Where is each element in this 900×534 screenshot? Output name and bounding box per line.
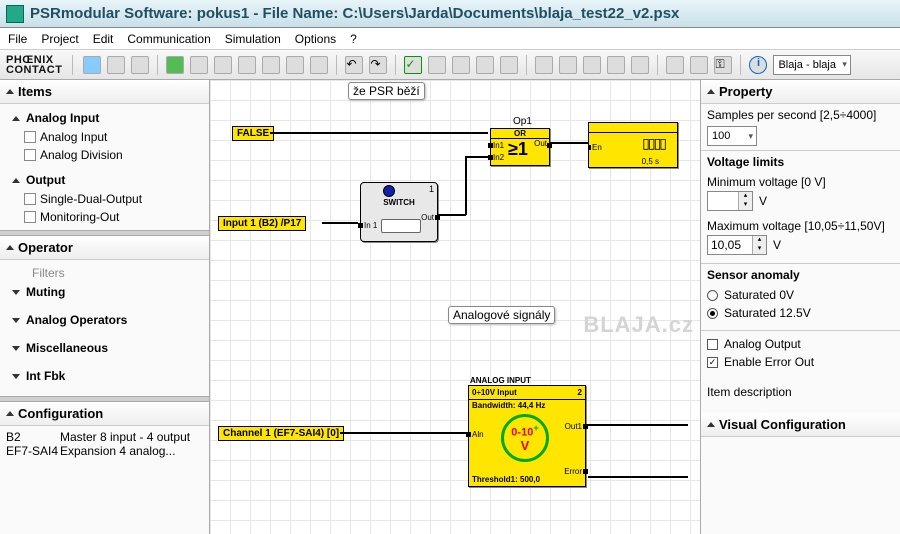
group-analog-input[interactable]: Analog Input bbox=[2, 108, 207, 128]
note-mid[interactable]: Analogové signály bbox=[448, 306, 555, 324]
compare-icon[interactable] bbox=[666, 56, 684, 74]
group-misc[interactable]: Miscellaneous bbox=[2, 338, 207, 358]
menu-file[interactable]: File bbox=[8, 32, 27, 46]
menu-communication[interactable]: Communication bbox=[127, 32, 210, 46]
group-muting[interactable]: Muting bbox=[2, 282, 207, 302]
download2-icon[interactable] bbox=[500, 56, 518, 74]
radio-sat-12v[interactable]: Saturated 12.5V bbox=[707, 304, 894, 322]
switch-block[interactable]: 1 SWITCH In 1 Out bbox=[360, 182, 438, 242]
redo-icon[interactable]: ↷ bbox=[369, 56, 387, 74]
grid3-icon[interactable] bbox=[583, 56, 601, 74]
vmin-label: Minimum voltage [0 V] bbox=[707, 173, 894, 191]
grid2-icon[interactable] bbox=[559, 56, 577, 74]
table2-icon[interactable] bbox=[631, 56, 649, 74]
item-description-label: Item description bbox=[701, 381, 900, 403]
vmax-spinner[interactable]: ▴▾ bbox=[707, 235, 767, 255]
save-icon[interactable] bbox=[214, 56, 232, 74]
gear-icon[interactable] bbox=[131, 56, 149, 74]
sensor-anomaly-header: Sensor anomaly bbox=[707, 268, 894, 282]
radio-sat-0v[interactable]: Saturated 0V bbox=[707, 286, 894, 304]
check-enable-error-out[interactable]: ✓Enable Error Out bbox=[707, 353, 894, 371]
clipboard-icon[interactable] bbox=[286, 56, 304, 74]
or-block[interactable]: Op1 OR In1 In2 Out ≥1 bbox=[490, 128, 550, 166]
property-header[interactable]: Property bbox=[701, 80, 900, 104]
analog-input-block[interactable]: ANALOG INPUT 0÷10V Input2 Bandwidth: 44,… bbox=[468, 376, 586, 487]
app-icon bbox=[6, 5, 24, 23]
diagram-canvas[interactable]: BLAJA.cz že PSR běží Analogové signály F… bbox=[210, 80, 700, 534]
menu-project[interactable]: Project bbox=[41, 32, 78, 46]
download-icon[interactable] bbox=[166, 56, 184, 74]
layout-icon[interactable] bbox=[690, 56, 708, 74]
brand-logo: PHŒNIXCONTACT bbox=[6, 55, 73, 75]
cfg-row-2[interactable]: EF7-SAI4Expansion 4 analog... bbox=[6, 444, 203, 458]
menu-simulation[interactable]: Simulation bbox=[225, 32, 281, 46]
new-icon[interactable] bbox=[83, 56, 101, 74]
visual-config-header[interactable]: Visual Configuration bbox=[701, 413, 900, 437]
items-header[interactable]: Items bbox=[0, 80, 209, 104]
title-bar: PSRmodular Software: pokus1 - File Name:… bbox=[0, 0, 900, 28]
sps-label: Samples per second [2,5÷4000] bbox=[701, 104, 900, 126]
sps-combo[interactable]: 100 bbox=[707, 126, 757, 146]
item-analog-input[interactable]: Analog Input bbox=[2, 128, 207, 146]
menu-edit[interactable]: Edit bbox=[93, 32, 114, 46]
open-icon[interactable] bbox=[107, 56, 125, 74]
vmax-label: Maximum voltage [10,05÷11,50V] bbox=[707, 211, 894, 235]
upload-icon[interactable] bbox=[476, 56, 494, 74]
toolbar: PHŒNIXCONTACT ↶ ↷ ✓ ⚿ i Blaja - blaja bbox=[0, 50, 900, 80]
project-combo[interactable]: Blaja - blaja bbox=[773, 55, 850, 75]
folder-icon[interactable] bbox=[190, 56, 208, 74]
left-panel: Items Analog Input Analog Input Analog D… bbox=[0, 80, 210, 534]
check-analog-output[interactable]: Analog Output bbox=[707, 335, 894, 353]
voltage-limits-header: Voltage limits bbox=[707, 155, 894, 169]
input1-tag[interactable]: Input 1 (B2) /P17 bbox=[218, 216, 306, 231]
table-icon[interactable] bbox=[607, 56, 625, 74]
menu-bar: File Project Edit Communication Simulati… bbox=[0, 28, 900, 50]
info-icon[interactable]: i bbox=[749, 56, 767, 74]
grid1-icon[interactable] bbox=[535, 56, 553, 74]
preview-icon[interactable] bbox=[262, 56, 280, 74]
configuration-header[interactable]: Configuration bbox=[0, 402, 209, 426]
stop-icon[interactable] bbox=[452, 56, 470, 74]
menu-options[interactable]: Options bbox=[295, 32, 336, 46]
check-icon[interactable]: ✓ bbox=[404, 56, 422, 74]
group-output[interactable]: Output bbox=[2, 170, 207, 190]
menu-help[interactable]: ? bbox=[350, 32, 357, 46]
window-title: PSRmodular Software: pokus1 - File Name:… bbox=[30, 5, 679, 22]
run-icon[interactable] bbox=[428, 56, 446, 74]
item-monitoring-out[interactable]: Monitoring-Out bbox=[2, 208, 207, 226]
note-top[interactable]: že PSR běží bbox=[348, 82, 425, 100]
channel1-tag[interactable]: Channel 1 (EF7-SAI4) [0] bbox=[218, 426, 344, 441]
clocking-block[interactable]: CLOCKING Op En ▯▯▯▯ 0,5 s bbox=[588, 122, 678, 168]
vmax-unit: V bbox=[773, 238, 781, 252]
op1-label: Op1 bbox=[513, 116, 532, 127]
clipboard2-icon[interactable] bbox=[310, 56, 328, 74]
item-single-dual-output[interactable]: Single-Dual-Output bbox=[2, 190, 207, 208]
item-filters[interactable]: Filters bbox=[2, 264, 207, 282]
print-icon[interactable] bbox=[238, 56, 256, 74]
item-analog-division[interactable]: Analog Division bbox=[2, 146, 207, 164]
group-analog-operators[interactable]: Analog Operators bbox=[2, 310, 207, 330]
vmin-spinner[interactable]: ▴▾ bbox=[707, 191, 753, 211]
undo-icon[interactable]: ↶ bbox=[345, 56, 363, 74]
false-tag[interactable]: FALSE bbox=[232, 126, 274, 141]
vmin-unit: V bbox=[759, 194, 767, 208]
key-icon[interactable]: ⚿ bbox=[714, 56, 732, 74]
group-int-fbk[interactable]: Int Fbk bbox=[2, 366, 207, 386]
cfg-row-1[interactable]: B2Master 8 input - 4 output bbox=[6, 430, 203, 444]
property-panel: Property Samples per second [2,5÷4000] 1… bbox=[700, 80, 900, 534]
operator-header[interactable]: Operator bbox=[0, 236, 209, 260]
